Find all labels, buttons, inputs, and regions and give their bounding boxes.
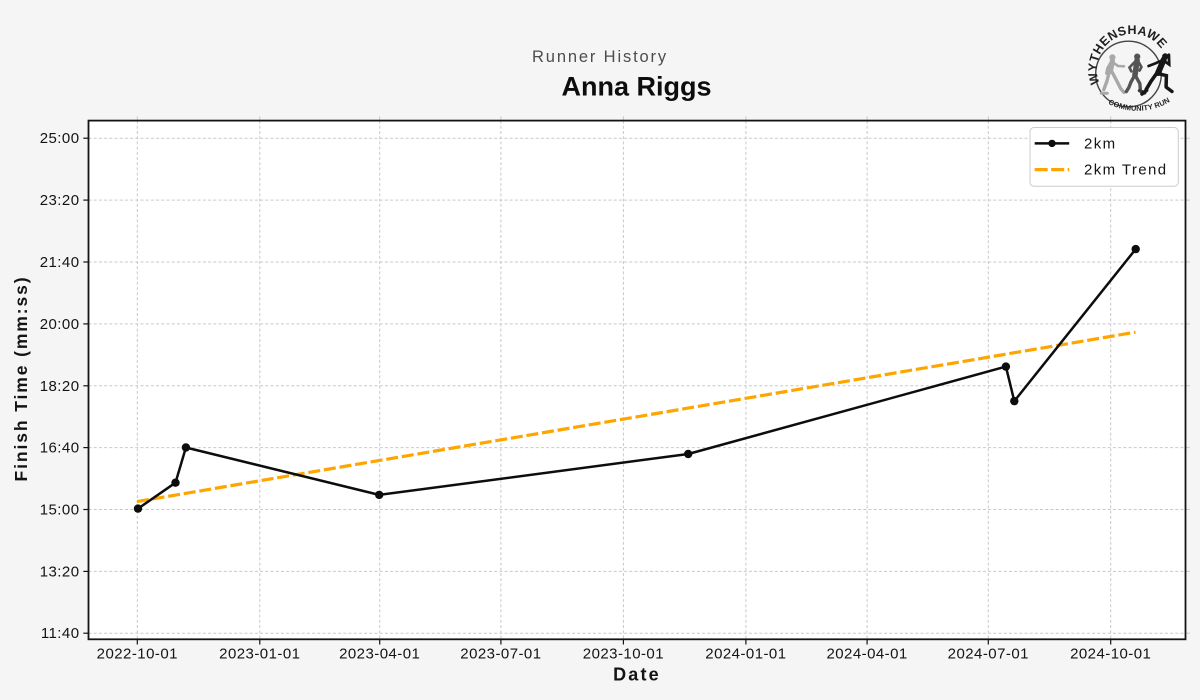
svg-text:2024-10-01: 2024-10-01 <box>1070 646 1151 663</box>
svg-text:2km: 2km <box>1084 135 1117 152</box>
svg-text:2024-07-01: 2024-07-01 <box>948 646 1029 663</box>
svg-text:20:00: 20:00 <box>40 316 80 333</box>
svg-text:18:20: 18:20 <box>40 378 80 395</box>
svg-text:2024-01-01: 2024-01-01 <box>705 646 786 663</box>
svg-text:2023-04-01: 2023-04-01 <box>339 646 420 663</box>
svg-text:2023-07-01: 2023-07-01 <box>460 646 541 663</box>
svg-text:2022-10-01: 2022-10-01 <box>97 646 178 663</box>
svg-text:Anna Riggs: Anna Riggs <box>561 72 711 102</box>
svg-text:Finish Time (mm:ss): Finish Time (mm:ss) <box>11 276 31 482</box>
svg-text:21:40: 21:40 <box>40 254 80 271</box>
svg-text:16:40: 16:40 <box>40 440 80 457</box>
svg-text:2024-04-01: 2024-04-01 <box>826 646 907 663</box>
svg-text:Date: Date <box>613 664 661 684</box>
svg-text:2km Trend: 2km Trend <box>1084 162 1167 179</box>
svg-text:23:20: 23:20 <box>40 192 80 209</box>
svg-text:11:40: 11:40 <box>41 625 80 642</box>
svg-text:25:00: 25:00 <box>40 130 80 147</box>
svg-text:Runner History: Runner History <box>532 48 668 66</box>
svg-text:13:20: 13:20 <box>40 563 80 580</box>
svg-text:2023-01-01: 2023-01-01 <box>219 646 300 663</box>
svg-text:2023-10-01: 2023-10-01 <box>583 646 664 663</box>
svg-text:15:00: 15:00 <box>40 502 80 519</box>
